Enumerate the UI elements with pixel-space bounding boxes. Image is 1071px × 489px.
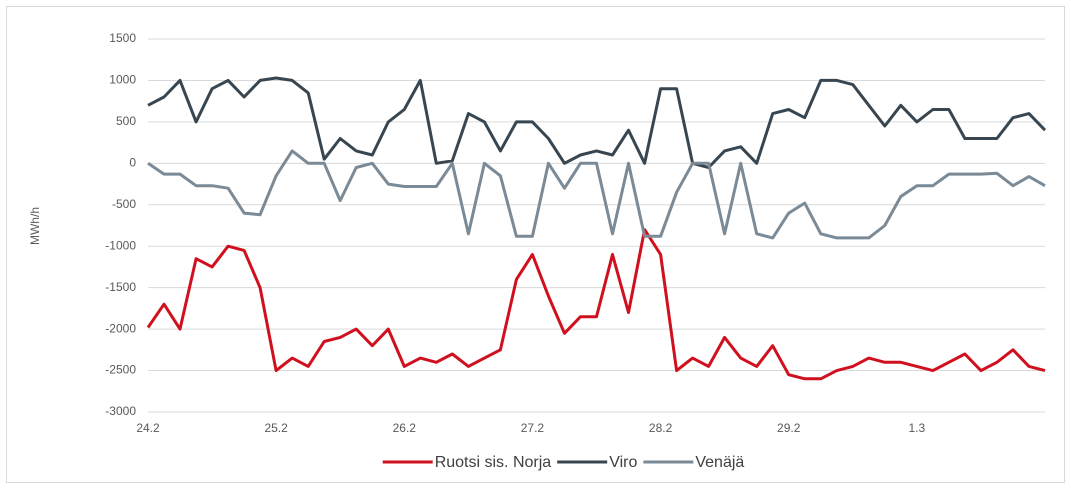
y-tick-label: -1500 bbox=[105, 280, 136, 294]
y-tick-label: 1500 bbox=[109, 31, 136, 45]
y-tick-label: 500 bbox=[116, 114, 136, 128]
x-tick-label: 1.3 bbox=[909, 421, 926, 435]
y-tick-label: -500 bbox=[112, 197, 136, 211]
y-tick-label: -2000 bbox=[105, 321, 136, 335]
legend-label: Ruotsi sis. Norja bbox=[435, 454, 552, 471]
y-tick-label: 0 bbox=[129, 156, 136, 170]
x-tick-label: 25.2 bbox=[264, 421, 288, 435]
x-tick-label: 24.2 bbox=[136, 421, 160, 435]
y-axis-label: MWh/h bbox=[28, 207, 42, 245]
x-tick-label: 29.2 bbox=[777, 421, 801, 435]
legend-label: Venäjä bbox=[695, 454, 744, 471]
y-tick-label: -2500 bbox=[105, 363, 136, 377]
x-tick-label: 28.2 bbox=[649, 421, 673, 435]
series-line bbox=[147, 76, 1047, 169]
y-tick-label: -3000 bbox=[105, 404, 136, 418]
series-line bbox=[147, 149, 1046, 240]
legend: Ruotsi sis. Norja Viro Venäjä bbox=[382, 454, 744, 471]
y-tick-label: 1000 bbox=[109, 73, 136, 87]
x-tick-label: 27.2 bbox=[521, 421, 545, 435]
chart-border bbox=[6, 6, 1065, 483]
y-tick-label: -1000 bbox=[105, 238, 136, 252]
legend-label: Viro bbox=[609, 454, 637, 471]
x-tick-label: 26.2 bbox=[393, 421, 417, 435]
series-line bbox=[146, 228, 1046, 381]
